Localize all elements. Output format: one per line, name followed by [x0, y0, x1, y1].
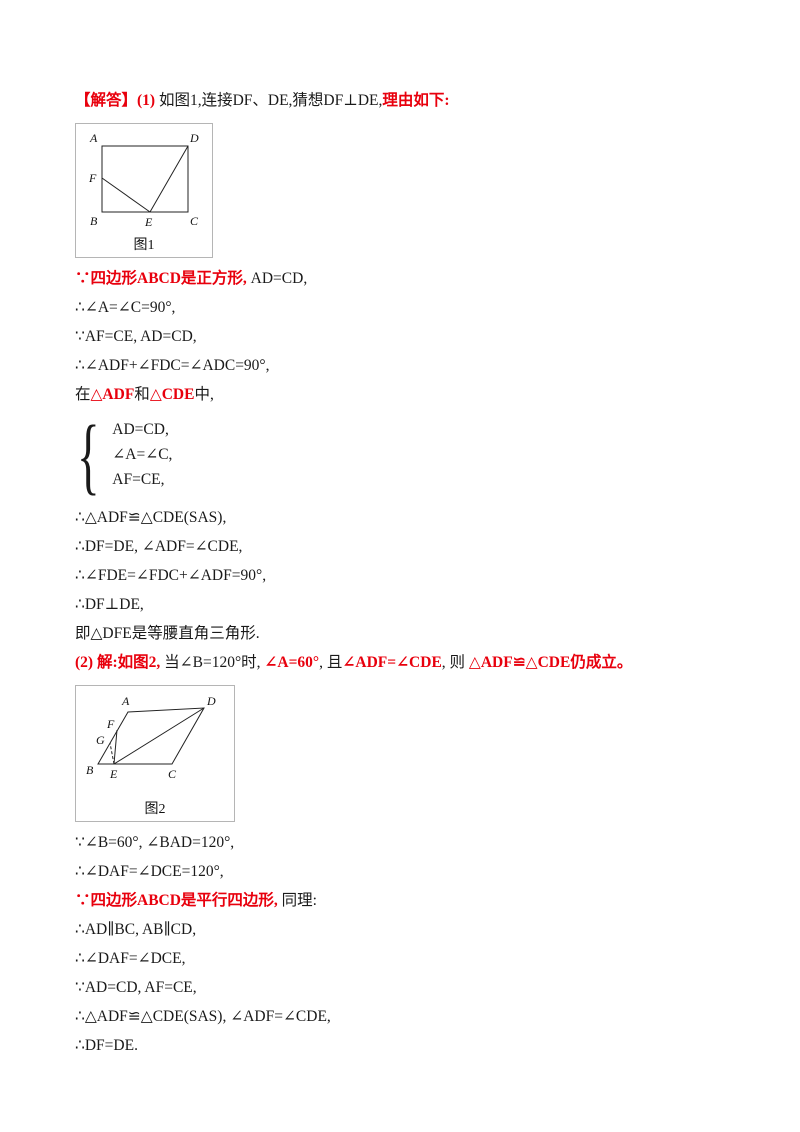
segment-eg-dashed: [109, 742, 115, 765]
parallelogram-abcd: [97, 707, 205, 765]
text-segment: , 则: [441, 654, 469, 671]
text-line: (2) 解:如图2, 当∠B=120°时, ∠A=60°, 且∠ADF=∠CDE…: [75, 654, 745, 672]
text-segment: ∴∠DAF=∠DCE,: [75, 950, 186, 967]
point-label-a: A: [89, 131, 98, 145]
segment-de: [149, 145, 189, 213]
point-label-c: C: [168, 767, 177, 781]
text-segment: 即△DFE是等腰直角三角形.: [75, 625, 260, 642]
geometry-diagram-rectangle: A D F B E C: [88, 131, 199, 229]
text-line: ∵AF=CE, AD=CD,: [75, 328, 745, 346]
equation-system: { AD=CD, ∠A=∠C, AF=CE,: [77, 407, 745, 503]
text-segment: △ADF: [90, 386, 135, 403]
text-line: ∴∠DAF=∠DCE,: [75, 950, 745, 968]
text-line: ∵四边形ABCD是平行四边形, 同理:: [75, 892, 745, 910]
figure-caption: 图2: [144, 802, 166, 817]
text-line: ∴∠ADF+∠FDC=∠ADC=90°,: [75, 357, 745, 375]
segment-fe: [101, 177, 151, 213]
text-segment: ∴DF⊥DE,: [75, 596, 144, 613]
text-segment: , 且: [319, 654, 343, 671]
text-segment: 同理:: [277, 892, 317, 909]
segment-ef: [113, 729, 118, 765]
text-segment: ∴AD∥BC, AB∥CD,: [75, 921, 197, 938]
text-line: ∴∠A=∠C=90°,: [75, 299, 745, 317]
text-segment: ∵AD=CD, AF=CE,: [75, 979, 197, 996]
text-segment: △CDE: [149, 386, 195, 403]
text-segment: ∵四边形ABCD是平行四边形,: [75, 892, 278, 909]
text-line: ∠A=∠C,: [112, 446, 172, 464]
left-brace-symbol: {: [77, 407, 100, 503]
text-segment: ∴△ADF≌△CDE(SAS), ∠ADF=∠CDE,: [75, 1008, 331, 1025]
text-segment: △ADF≌△CDE仍成立。: [468, 654, 633, 671]
text-segment: AD=CD,: [246, 270, 308, 287]
text-segment: 【解答】(1): [75, 92, 159, 109]
geometry-diagram-parallelogram: A D F G B E C: [86, 694, 216, 781]
point-label-f: F: [106, 717, 115, 731]
text-segment: 在: [75, 386, 91, 403]
text-line: AD=CD,: [112, 421, 172, 439]
figure-2: A D F G B E C 图2: [75, 685, 235, 822]
text-segment: ∴DF=DE.: [75, 1037, 138, 1054]
figure-1: A D F B E C 图1: [75, 123, 213, 258]
text-segment: ∵AF=CE, AD=CD,: [75, 328, 197, 345]
text-segment: 和: [134, 386, 150, 403]
text-segment: ∴△ADF≌△CDE(SAS),: [75, 509, 227, 526]
text-segment: ∴∠A=∠C=90°,: [75, 299, 176, 316]
text-line: ∴AD∥BC, AB∥CD,: [75, 921, 745, 939]
text-line: ∴DF⊥DE,: [75, 596, 745, 614]
text-segment: 如图1,连接DF、DE,猜想DF⊥DE,: [158, 92, 383, 109]
point-label-b: B: [86, 763, 94, 777]
text-segment: ∠A=∠C,: [112, 446, 173, 463]
text-line: ∴∠FDE=∠FDC+∠ADF=90°,: [75, 567, 745, 585]
text-segment: ∴DF=DE, ∠ADF=∠CDE,: [75, 538, 243, 555]
text-line: 即△DFE是等腰直角三角形.: [75, 625, 745, 643]
text-line: ∴∠DAF=∠DCE=120°,: [75, 863, 745, 881]
equation-system-lines: AD=CD, ∠A=∠C, AF=CE,: [112, 421, 172, 489]
point-label-a: A: [121, 694, 130, 708]
text-line: 【解答】(1) 如图1,连接DF、DE,猜想DF⊥DE,理由如下:: [75, 92, 745, 110]
point-label-d: D: [189, 131, 199, 145]
rectangle-abcd: [101, 145, 189, 213]
text-line: ∵四边形ABCD是正方形, AD=CD,: [75, 270, 745, 288]
text-segment: 理由如下:: [382, 92, 450, 109]
point-label-d: D: [206, 694, 216, 708]
text-segment: ∴∠FDE=∠FDC+∠ADF=90°,: [75, 567, 267, 584]
text-segment: 当∠B=120°时,: [164, 654, 265, 671]
text-segment: 中,: [194, 386, 214, 403]
text-line: AF=CE,: [112, 471, 172, 489]
solution-document: 【解答】(1) 如图1,连接DF、DE,猜想DF⊥DE,理由如下: A D F …: [75, 92, 745, 1055]
point-label-c: C: [190, 214, 199, 228]
text-segment: (2) 解:如图2,: [75, 654, 165, 671]
text-line: ∴DF=DE.: [75, 1037, 745, 1055]
text-segment: AF=CE,: [112, 471, 165, 488]
text-line: ∴DF=DE, ∠ADF=∠CDE,: [75, 538, 745, 556]
text-line: ∴△ADF≌△CDE(SAS),: [75, 509, 745, 527]
text-segment: ∠A=60°: [264, 654, 320, 671]
text-segment: ∵四边形ABCD是正方形,: [75, 270, 247, 287]
point-label-e: E: [109, 767, 118, 781]
text-segment: ∴∠DAF=∠DCE=120°,: [75, 863, 224, 880]
text-segment: ∠ADF=∠CDE: [342, 654, 442, 671]
text-line: 在△ADF和△CDE中,: [75, 386, 745, 404]
text-segment: ∵∠B=60°, ∠BAD=120°,: [75, 834, 235, 851]
text-line: ∵∠B=60°, ∠BAD=120°,: [75, 834, 745, 852]
point-label-e: E: [144, 215, 153, 229]
text-segment: AD=CD,: [112, 421, 169, 438]
point-label-g: G: [96, 733, 105, 747]
text-line: ∴△ADF≌△CDE(SAS), ∠ADF=∠CDE,: [75, 1008, 745, 1026]
text-segment: ∴∠ADF+∠FDC=∠ADC=90°,: [75, 357, 270, 374]
figure-caption: 图1: [133, 238, 155, 253]
point-label-b: B: [90, 214, 98, 228]
text-line: ∵AD=CD, AF=CE,: [75, 979, 745, 997]
segment-ed: [113, 707, 205, 765]
point-label-f: F: [88, 171, 97, 185]
